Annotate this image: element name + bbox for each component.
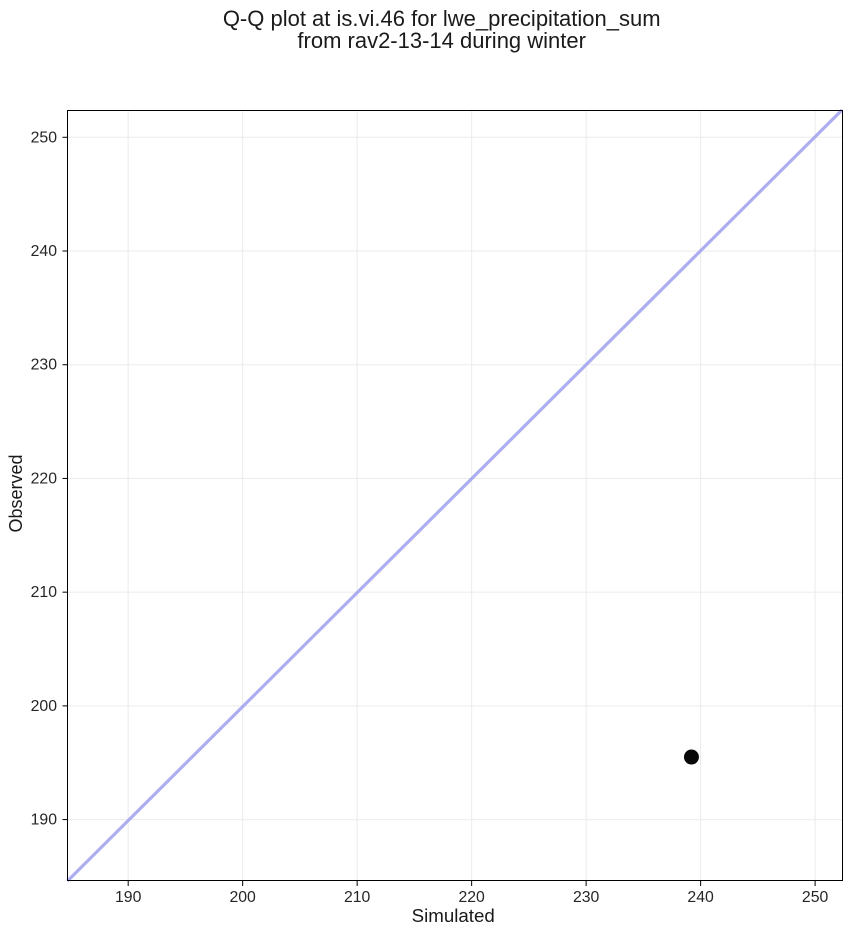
svg-text:250: 250 xyxy=(31,129,58,146)
svg-text:200: 200 xyxy=(31,698,58,715)
svg-text:210: 210 xyxy=(31,584,58,601)
svg-text:220: 220 xyxy=(31,470,58,487)
svg-text:Observed: Observed xyxy=(6,454,26,532)
svg-text:210: 210 xyxy=(344,889,371,906)
svg-text:230: 230 xyxy=(573,889,600,906)
svg-text:Simulated: Simulated xyxy=(412,905,495,926)
svg-text:220: 220 xyxy=(458,889,485,906)
svg-text:250: 250 xyxy=(802,889,829,906)
svg-text:240: 240 xyxy=(31,243,58,260)
svg-text:200: 200 xyxy=(229,889,256,906)
svg-text:190: 190 xyxy=(115,889,142,906)
svg-text:190: 190 xyxy=(31,812,58,829)
svg-text:240: 240 xyxy=(687,889,714,906)
svg-text:230: 230 xyxy=(31,357,58,374)
